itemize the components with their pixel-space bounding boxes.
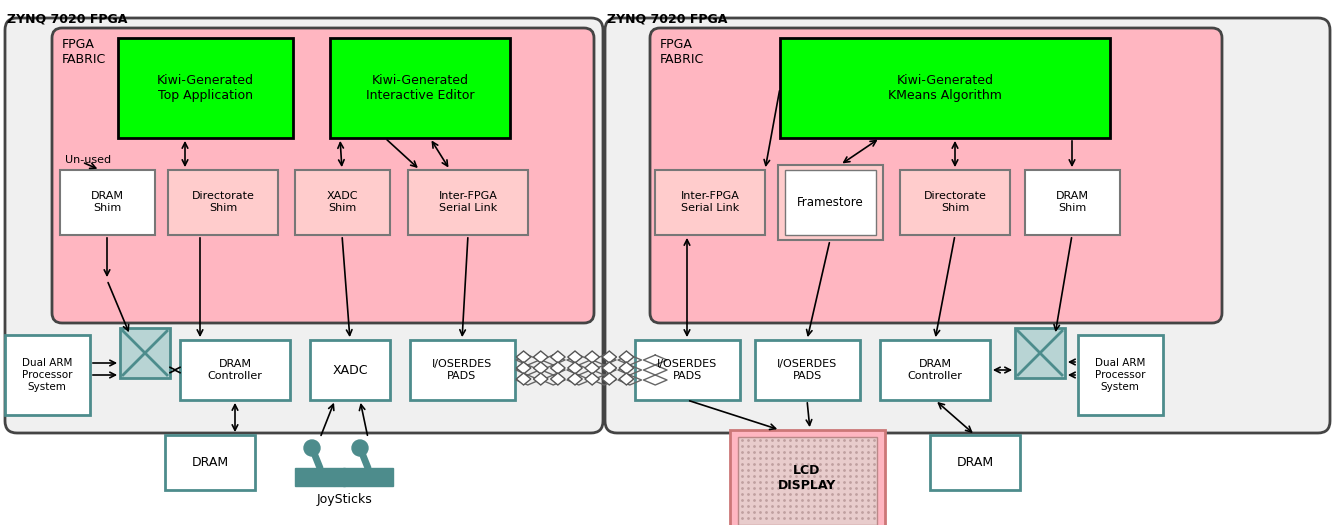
Polygon shape [534,351,547,363]
Bar [635,340,740,400]
Bar [295,468,344,486]
Bar [900,170,1011,235]
Text: FPGA
FABRIC: FPGA FABRIC [61,38,107,66]
Bar [117,38,292,138]
Bar [409,170,529,235]
Polygon shape [567,373,582,385]
Text: ZYNQ 7020 FPGA: ZYNQ 7020 FPGA [607,12,728,25]
Bar [168,170,278,235]
Text: DRAM
Shim: DRAM Shim [91,191,124,213]
Polygon shape [517,351,531,363]
Polygon shape [534,362,547,374]
FancyBboxPatch shape [5,18,603,433]
Text: Kiwi-Generated
Top Application: Kiwi-Generated Top Application [156,74,254,102]
Text: Inter-FPGA
Serial Link: Inter-FPGA Serial Link [439,191,498,213]
Circle shape [304,440,320,456]
FancyBboxPatch shape [605,18,1330,433]
Text: LCD
DISPLAY: LCD DISPLAY [778,464,836,492]
Bar [180,340,290,400]
Bar [343,468,392,486]
Bar [756,340,860,400]
Text: Kiwi-Generated
KMeans Algorithm: Kiwi-Generated KMeans Algorithm [888,74,1003,102]
Bar [1015,328,1065,378]
Text: Kiwi-Generated
Interactive Editor: Kiwi-Generated Interactive Editor [366,74,474,102]
Polygon shape [517,373,531,385]
Bar [880,340,991,400]
Bar [785,170,876,235]
Text: DRAM: DRAM [191,456,228,468]
FancyBboxPatch shape [650,28,1222,323]
FancyBboxPatch shape [52,28,594,323]
Text: ZYNQ 7020 FPGA: ZYNQ 7020 FPGA [7,12,127,25]
Text: Framestore: Framestore [797,195,864,208]
Text: JoySticks: JoySticks [316,494,372,507]
Text: DRAM
Shim: DRAM Shim [1056,191,1088,213]
Text: DRAM
Controller: DRAM Controller [207,359,263,381]
Polygon shape [550,351,565,363]
Bar [655,170,765,235]
Polygon shape [585,362,599,374]
Text: Dual ARM
Processor
System: Dual ARM Processor System [1095,359,1145,392]
Circle shape [352,440,368,456]
Bar [120,328,170,378]
Bar [60,170,155,235]
Polygon shape [567,362,582,374]
Text: DRAM: DRAM [956,456,993,468]
Polygon shape [602,362,617,374]
Polygon shape [567,351,582,363]
Polygon shape [619,351,634,363]
Text: Directorate
Shim: Directorate Shim [924,191,987,213]
Polygon shape [550,362,565,374]
Polygon shape [602,373,617,385]
Bar [778,165,882,240]
Bar [410,340,515,400]
Polygon shape [550,373,565,385]
Text: XADC: XADC [332,363,367,376]
Bar [330,38,510,138]
Bar [1025,170,1120,235]
Polygon shape [619,373,634,385]
Bar [738,437,877,525]
Bar [5,335,89,415]
Text: FPGA
FABRIC: FPGA FABRIC [659,38,705,66]
Bar [730,430,885,525]
Text: I/OSERDES
PADS: I/OSERDES PADS [657,359,717,381]
Bar [310,340,390,400]
Text: I/OSERDES
PADS: I/OSERDES PADS [777,359,837,381]
Bar [1077,335,1163,415]
Text: Directorate
Shim: Directorate Shim [191,191,255,213]
Bar [780,38,1109,138]
Text: Dual ARM
Processor
System: Dual ARM Processor System [21,359,72,392]
Polygon shape [602,351,617,363]
Bar [295,170,390,235]
Bar [930,435,1020,490]
Polygon shape [585,351,599,363]
Polygon shape [534,373,547,385]
Polygon shape [517,362,531,374]
Bar [166,435,255,490]
Text: XADC
Shim: XADC Shim [326,191,358,213]
Text: DRAM
Controller: DRAM Controller [908,359,963,381]
Text: Inter-FPGA
Serial Link: Inter-FPGA Serial Link [681,191,740,213]
Polygon shape [585,373,599,385]
Text: Un-used: Un-used [65,155,111,165]
Text: I/OSERDES
PADS: I/OSERDES PADS [433,359,493,381]
Polygon shape [619,362,634,374]
